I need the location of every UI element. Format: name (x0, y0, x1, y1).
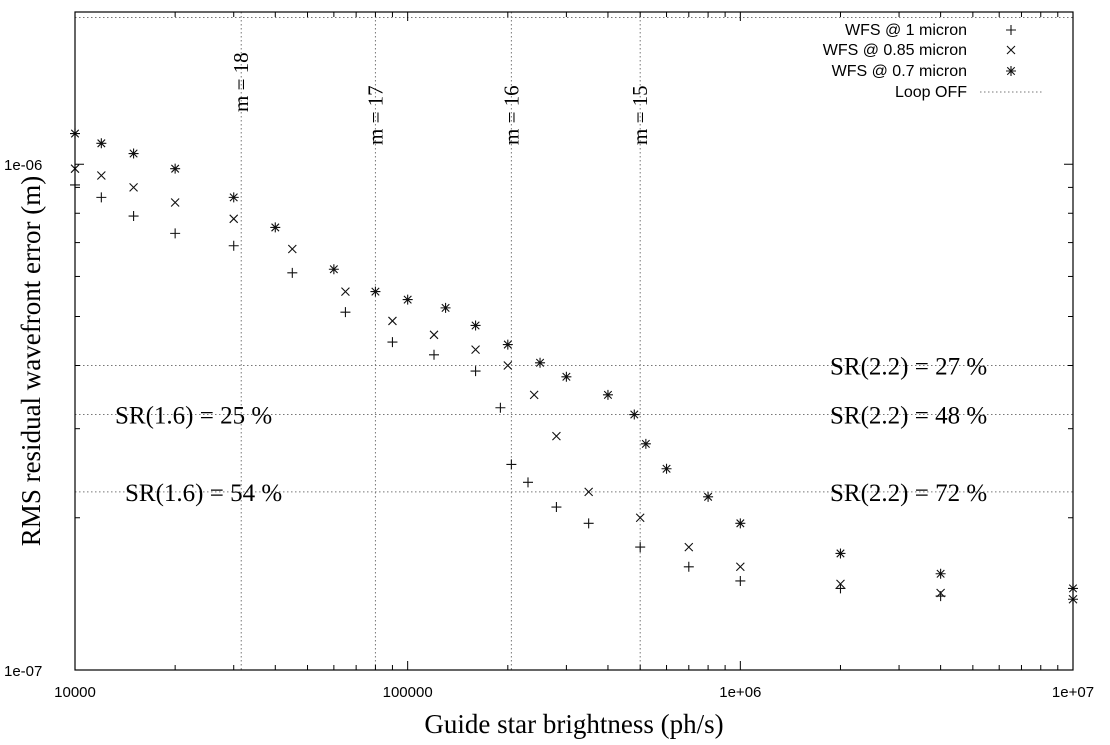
plot-frame (74, 11, 1074, 671)
annotations: SR(2.2) = 27 % SR(1.6) = 25 % SR(2.2) = 48… (115, 52, 987, 507)
star-marker (440, 302, 451, 313)
cross-marker (170, 198, 180, 207)
y-axis-title: RMS residual wavefront error (m) (16, 176, 46, 546)
star-marker (661, 463, 672, 474)
cross-marker (552, 431, 561, 441)
cross-marker (836, 579, 845, 589)
cross-marker (429, 330, 439, 340)
x-tick-label: 10000 (54, 684, 96, 701)
cross-marker (287, 244, 297, 254)
plus-marker (128, 211, 139, 222)
plus-marker (523, 477, 534, 488)
cross-marker (229, 214, 239, 224)
plus-marker (1006, 25, 1016, 35)
star-marker (703, 491, 714, 502)
y-tick-label: 1e-07 (4, 663, 42, 680)
strehl-label-right: SR(2.2) = 48 % (830, 403, 987, 430)
magnitude-label: m = 18 (229, 52, 253, 112)
legend: WFS @ 1 micron WFS @ 0.85 micron WFS @ 0.7… (823, 22, 1043, 101)
star-marker (602, 389, 613, 400)
cross-marker (936, 588, 946, 598)
x-tick-label: 100000 (383, 684, 433, 701)
cross-marker (388, 316, 397, 326)
strehl-label-right: SR(2.2) = 72 % (830, 480, 987, 507)
strehl-label-left: SR(1.6) = 54 % (125, 480, 282, 507)
plus-marker (506, 459, 517, 470)
cross-marker (529, 390, 539, 400)
plus-marker (287, 267, 298, 278)
star-marker (502, 339, 513, 350)
plus-marker (551, 502, 562, 513)
x-axis-title: Guide star brightness (ph/s) (424, 709, 723, 739)
cross-marker (471, 345, 480, 355)
star-marker (228, 192, 239, 203)
magnitude-label: m = 17 (363, 85, 387, 145)
star-marker (640, 438, 651, 449)
plus-marker (635, 542, 646, 553)
legend-label: WFS @ 0.85 micron (823, 42, 967, 59)
star-marker (96, 138, 107, 149)
x-tick-label: 1e+06 (719, 684, 761, 701)
cross-marker (129, 183, 138, 192)
cross-marker (584, 487, 594, 497)
star-marker (735, 518, 746, 529)
data-points (70, 128, 1078, 605)
series-group (70, 179, 1078, 605)
plus-marker (495, 402, 506, 413)
strehl-label-left: SR(1.6) = 25 % (115, 403, 272, 430)
grid-lines (75, 12, 1073, 670)
star-marker (835, 548, 846, 559)
cross-marker (735, 562, 745, 572)
magnitude-label: m = 15 (628, 85, 652, 145)
star-marker (470, 320, 481, 331)
plus-marker (387, 337, 398, 348)
legend-label: WFS @ 1 micron (845, 22, 967, 39)
plus-marker (340, 307, 351, 318)
plus-marker (735, 575, 746, 586)
star-marker (535, 357, 546, 368)
plus-marker (228, 240, 239, 251)
star-marker (1006, 66, 1016, 76)
star-marker (328, 264, 339, 275)
star-marker (935, 568, 946, 579)
series-group (70, 164, 1078, 604)
axis-ticks: 10000 100000 1e+06 1e+07 1e-07 1e-06 (4, 12, 1094, 701)
cross-marker (1006, 45, 1016, 55)
cross-marker (503, 361, 513, 370)
x-tick-label: 1e+07 (1052, 684, 1094, 701)
plus-marker (96, 192, 107, 203)
magnitude-label: m = 16 (499, 85, 523, 145)
plus-marker (470, 366, 481, 377)
plus-marker (835, 583, 846, 594)
series-group (70, 128, 1078, 594)
strehl-label-right: SR(2.2) = 27 % (830, 354, 987, 381)
y-tick-label: 1e-06 (4, 157, 42, 174)
star-marker (128, 148, 139, 159)
plus-marker (683, 561, 694, 572)
legend-label: WFS @ 0.7 micron (832, 63, 967, 80)
plus-marker (429, 349, 440, 360)
star-marker (561, 371, 572, 382)
cross-marker (684, 542, 694, 552)
star-marker (170, 163, 181, 174)
cross-marker (341, 287, 350, 296)
cross-marker (96, 171, 106, 180)
plus-marker (583, 518, 594, 529)
plus-marker (170, 228, 181, 239)
star-marker (629, 409, 640, 420)
cross-marker (635, 513, 645, 523)
legend-label: Loop OFF (895, 84, 967, 101)
star-marker (270, 222, 281, 233)
star-marker (402, 294, 413, 305)
star-marker (370, 286, 381, 297)
